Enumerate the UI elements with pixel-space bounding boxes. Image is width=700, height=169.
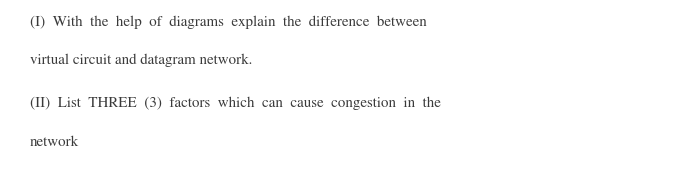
Text: virtual circuit and datagram network.: virtual circuit and datagram network. [30,54,252,67]
Text: (I)  With  the  help  of  diagrams  explain  the  difference  between: (I) With the help of diagrams explain th… [30,15,427,29]
Text: network: network [30,135,79,149]
Text: (II)  List  THREE  (3)  factors  which  can  cause  congestion  in  the: (II) List THREE (3) factors which can ca… [30,96,441,110]
